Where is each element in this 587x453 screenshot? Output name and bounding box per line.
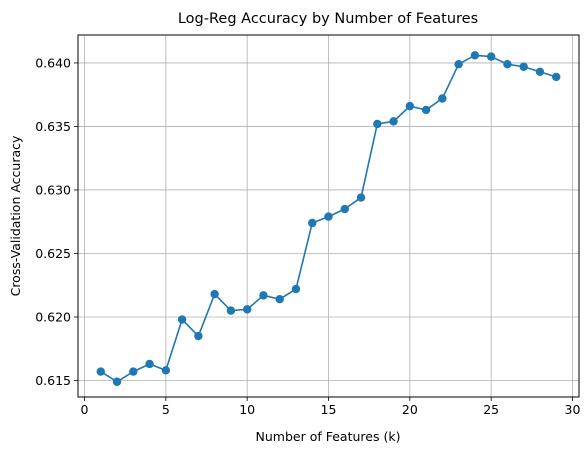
x-tick-label: 0 — [81, 402, 89, 417]
axis-ticks: 0 5 10 15 20 25 30 0.615 0.620 0.625 0.630 0.635 0.6… — [35, 55, 580, 417]
y-tick-label: 0.640 — [35, 55, 71, 70]
y-tick-label: 0.615 — [35, 373, 71, 388]
data-point — [454, 60, 463, 69]
y-tick-label: 0.620 — [35, 309, 71, 324]
x-tick-label: 10 — [239, 402, 255, 417]
data-point — [438, 94, 447, 103]
data-point — [389, 117, 398, 126]
y-tick-label: 0.635 — [35, 119, 71, 134]
data-point — [535, 67, 545, 77]
data-point — [112, 377, 122, 386]
data-point — [259, 291, 268, 300]
data-point — [503, 60, 512, 69]
chart-title: Log-Reg Accuracy by Number of Features — [178, 11, 478, 27]
data-point — [470, 51, 480, 60]
data-point — [275, 294, 284, 304]
data-point — [145, 359, 154, 369]
data-point — [291, 284, 301, 294]
data-point — [210, 289, 219, 299]
data-point — [356, 193, 366, 202]
data-point — [421, 105, 431, 115]
x-tick-label: 5 — [162, 402, 170, 417]
data-point — [340, 204, 349, 214]
x-tick-label: 20 — [402, 402, 418, 417]
data-point — [129, 367, 138, 376]
data-point — [194, 331, 203, 341]
data-point — [242, 305, 252, 314]
data-point — [405, 101, 415, 111]
grid — [78, 35, 579, 397]
data-point — [373, 119, 382, 129]
data-point — [519, 62, 528, 71]
data-point — [177, 315, 187, 324]
x-axis-label: Number of Features (k) — [256, 429, 401, 444]
x-tick-label: 25 — [483, 402, 499, 417]
data-point — [308, 218, 317, 228]
data-point — [96, 367, 105, 376]
data-point — [552, 72, 561, 82]
y-axis-label: Cross-Validation Accuracy — [8, 135, 23, 296]
series-markers — [96, 51, 561, 386]
data-point — [324, 212, 333, 221]
y-tick-label: 0.630 — [35, 182, 71, 197]
x-tick-label: 15 — [321, 402, 337, 417]
x-tick-label: 30 — [565, 402, 581, 417]
data-point — [486, 52, 496, 61]
data-point — [226, 306, 236, 315]
data-point — [161, 366, 171, 375]
y-tick-label: 0.625 — [35, 246, 71, 261]
